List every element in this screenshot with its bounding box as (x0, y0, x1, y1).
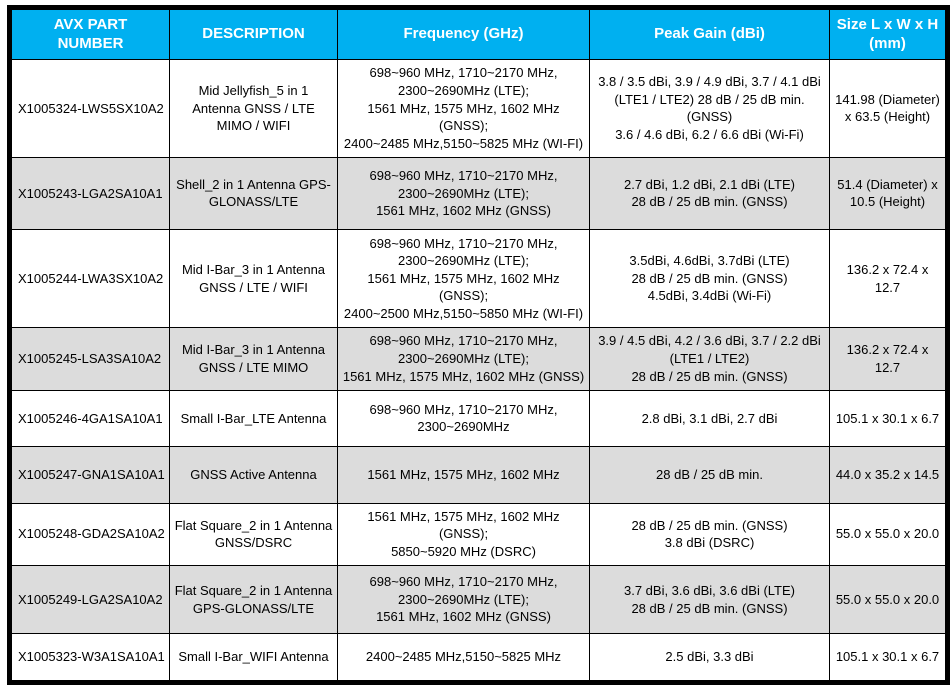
peak-gain-cell: 2.7 dBi, 1.2 dBi, 2.1 dBi (LTE) 28 dB / … (589, 156, 830, 231)
part-number-cell: X1005246-4GA1SA10A1 (9, 389, 170, 448)
size-cell: 55.0 x 55.0 x 20.0 (829, 502, 948, 566)
description-cell: Flat Square_2 in 1 Antenna GPS-GLONASS/L… (169, 564, 338, 635)
frequency-cell: 698~960 MHz, 1710~2170 MHz, 2300~2690MHz… (337, 156, 590, 231)
description-cell: Mid I-Bar_3 in 1 Antenna GNSS / LTE MIMO (169, 326, 338, 391)
col-header-frequency: Frequency (GHz) (337, 7, 590, 60)
table-row: X1005248-GDA2SA10A2 Flat Square_2 in 1 A… (9, 502, 948, 566)
part-number-cell: X1005248-GDA2SA10A2 (9, 502, 170, 566)
frequency-cell: 698~960 MHz, 1710~2170 MHz, 2300~2690MHz… (337, 564, 590, 635)
size-cell: 136.2 x 72.4 x 12.7 (829, 326, 948, 391)
part-number-cell: X1005243-LGA2SA10A1 (9, 156, 170, 231)
antenna-spec-table: AVX PART NUMBER DESCRIPTION Frequency (G… (7, 5, 950, 685)
description-cell: Mid I-Bar_3 in 1 Antenna GNSS / LTE / WI… (169, 229, 338, 328)
part-number-cell: X1005249-LGA2SA10A2 (9, 564, 170, 635)
frequency-cell: 698~960 MHz, 1710~2170 MHz, 2300~2690MHz… (337, 326, 590, 391)
size-cell: 136.2 x 72.4 x 12.7 (829, 229, 948, 328)
peak-gain-cell: 3.8 / 3.5 dBi, 3.9 / 4.9 dBi, 3.7 / 4.1 … (589, 59, 830, 158)
description-cell: Flat Square_2 in 1 Antenna GNSS/DSRC (169, 502, 338, 566)
part-number-cell: X1005323-W3A1SA10A1 (9, 633, 170, 683)
description-cell: Small I-Bar_WIFI Antenna (169, 633, 338, 683)
description-cell: Mid Jellyfish_5 in 1 Antenna GNSS / LTE … (169, 59, 338, 158)
size-cell: 55.0 x 55.0 x 20.0 (829, 564, 948, 635)
peak-gain-cell: 2.5 dBi, 3.3 dBi (589, 633, 830, 683)
part-number-cell: X1005244-LWA3SX10A2 (9, 229, 170, 328)
table-header: AVX PART NUMBER DESCRIPTION Frequency (G… (9, 7, 948, 60)
table-row: X1005324-LWS5SX10A2 Mid Jellyfish_5 in 1… (9, 59, 948, 158)
peak-gain-cell: 3.5dBi, 4.6dBi, 3.7dBi (LTE) 28 dB / 25 … (589, 229, 830, 328)
frequency-cell: 698~960 MHz, 1710~2170 MHz, 2300~2690MHz… (337, 229, 590, 328)
table-row: X1005247-GNA1SA10A1 GNSS Active Antenna … (9, 446, 948, 504)
table-row: X1005244-LWA3SX10A2 Mid I-Bar_3 in 1 Ant… (9, 229, 948, 328)
description-cell: Small I-Bar_LTE Antenna (169, 389, 338, 448)
table-row: X1005245-LSA3SA10A2 Mid I-Bar_3 in 1 Ant… (9, 326, 948, 391)
size-cell: 141.98 (Diameter) x 63.5 (Height) (829, 59, 948, 158)
frequency-cell: 1561 MHz, 1575 MHz, 1602 MHz (337, 446, 590, 504)
description-cell: GNSS Active Antenna (169, 446, 338, 504)
part-number-cell: X1005247-GNA1SA10A1 (9, 446, 170, 504)
size-cell: 44.0 x 35.2 x 14.5 (829, 446, 948, 504)
description-cell: Shell_2 in 1 Antenna GPS-GLONASS/LTE (169, 156, 338, 231)
col-header-size: Size L x W x H (mm) (829, 7, 948, 60)
size-cell: 105.1 x 30.1 x 6.7 (829, 389, 948, 448)
frequency-cell: 698~960 MHz, 1710~2170 MHz, 2300~2690MHz (337, 389, 590, 448)
part-number-cell: X1005324-LWS5SX10A2 (9, 59, 170, 158)
size-cell: 51.4 (Diameter) x 10.5 (Height) (829, 156, 948, 231)
peak-gain-cell: 28 dB / 25 dB min. (GNSS) 3.8 dBi (DSRC) (589, 502, 830, 566)
peak-gain-cell: 28 dB / 25 dB min. (589, 446, 830, 504)
frequency-cell: 1561 MHz, 1575 MHz, 1602 MHz (GNSS); 585… (337, 502, 590, 566)
peak-gain-cell: 2.8 dBi, 3.1 dBi, 2.7 dBi (589, 389, 830, 448)
table-row: X1005323-W3A1SA10A1 Small I-Bar_WIFI Ant… (9, 633, 948, 683)
peak-gain-cell: 3.9 / 4.5 dBi, 4.2 / 3.6 dBi, 3.7 / 2.2 … (589, 326, 830, 391)
col-header-peak-gain: Peak Gain (dBi) (589, 7, 830, 60)
peak-gain-cell: 3.7 dBi, 3.6 dBi, 3.6 dBi (LTE) 28 dB / … (589, 564, 830, 635)
table-row: X1005249-LGA2SA10A2 Flat Square_2 in 1 A… (9, 564, 948, 635)
col-header-description: DESCRIPTION (169, 7, 338, 60)
table-body: X1005324-LWS5SX10A2 Mid Jellyfish_5 in 1… (9, 59, 948, 683)
header-row: AVX PART NUMBER DESCRIPTION Frequency (G… (9, 7, 948, 60)
col-header-part-number: AVX PART NUMBER (9, 7, 170, 60)
frequency-cell: 698~960 MHz, 1710~2170 MHz, 2300~2690MHz… (337, 59, 590, 158)
size-cell: 105.1 x 30.1 x 6.7 (829, 633, 948, 683)
frequency-cell: 2400~2485 MHz,5150~5825 MHz (337, 633, 590, 683)
table-row: X1005246-4GA1SA10A1 Small I-Bar_LTE Ante… (9, 389, 948, 448)
table-row: X1005243-LGA2SA10A1 Shell_2 in 1 Antenna… (9, 156, 948, 231)
part-number-cell: X1005245-LSA3SA10A2 (9, 326, 170, 391)
